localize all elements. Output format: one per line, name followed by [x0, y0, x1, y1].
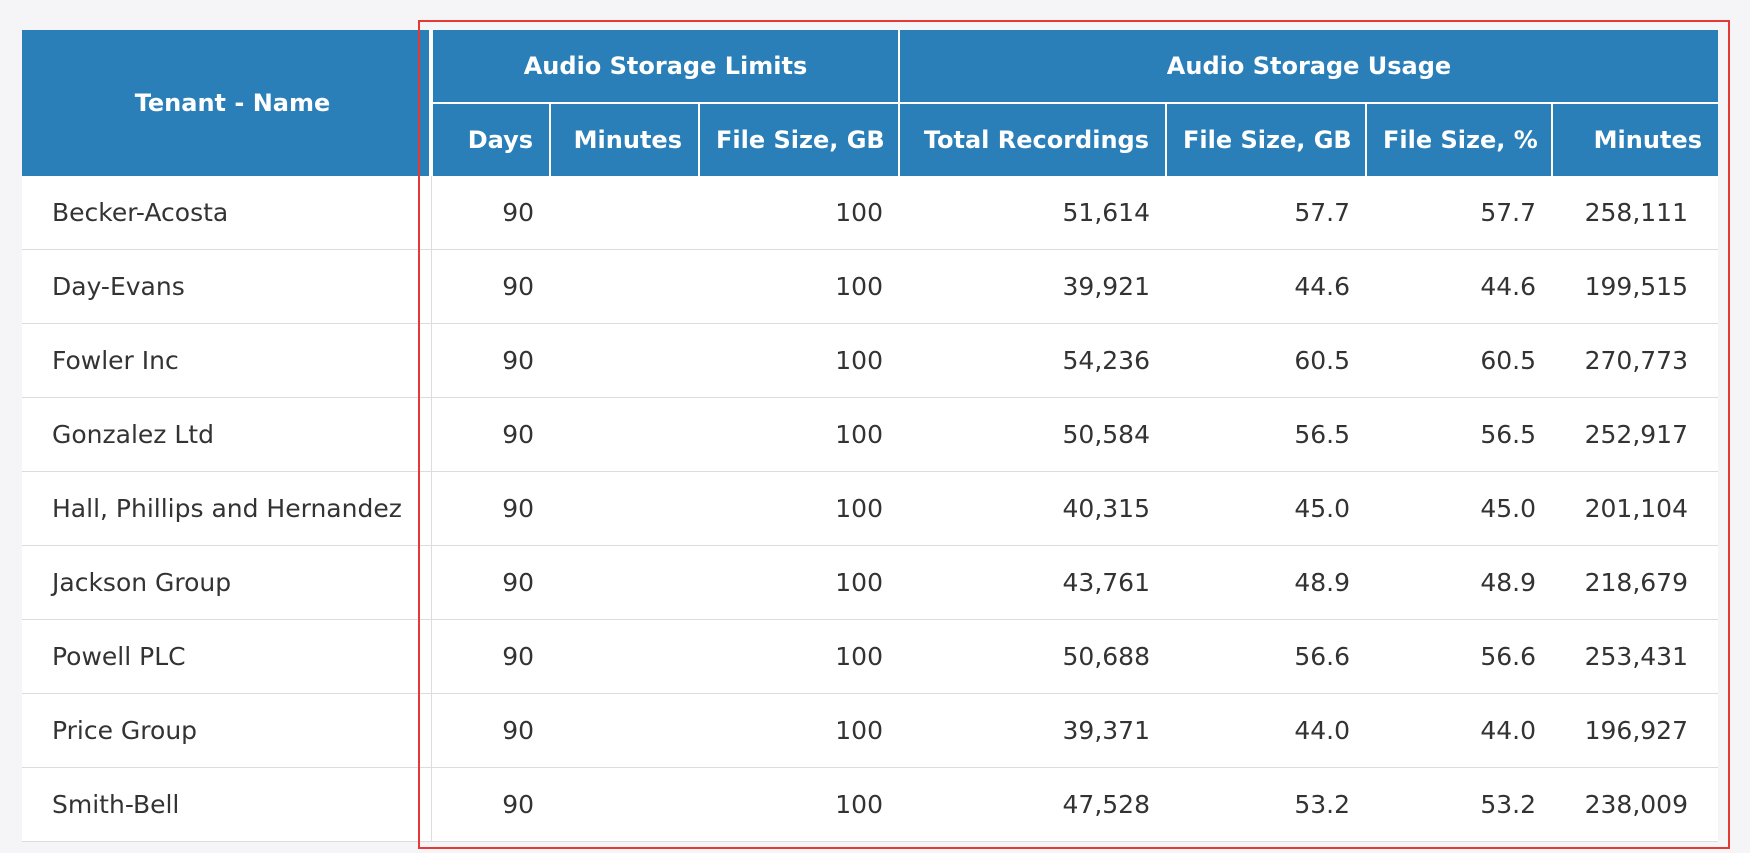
cell-file-size-limit: 100 — [699, 471, 899, 546]
cell-tenant-name: Becker-Acosta — [22, 176, 432, 250]
column-header-minutes-usage[interactable]: Minutes — [1551, 102, 1718, 176]
cell-file-size-gb: 44.6 — [1166, 249, 1366, 324]
cell-file-size-gb: 44.0 — [1166, 693, 1366, 768]
cell-file-size-percent: 57.7 — [1366, 176, 1552, 250]
column-header-file-size-percent[interactable]: File Size, % — [1365, 102, 1552, 176]
table-row[interactable]: Hall, Phillips and Hernandez 90 100 40,3… — [22, 471, 1718, 546]
column-header-days[interactable]: Days — [430, 102, 550, 176]
cell-minutes-limit — [550, 323, 699, 398]
cell-total-recordings: 51,614 — [899, 176, 1166, 250]
cell-file-size-limit: 100 — [699, 323, 899, 398]
cell-total-recordings: 50,584 — [899, 397, 1166, 472]
cell-file-size-percent: 44.0 — [1366, 693, 1552, 768]
table-row[interactable]: Powell PLC 90 100 50,688 56.6 56.6 253,4… — [22, 619, 1718, 694]
cell-file-size-percent: 44.6 — [1366, 249, 1552, 324]
cell-minutes-usage: 196,927 — [1552, 693, 1718, 768]
cell-minutes-usage: 270,773 — [1552, 323, 1718, 398]
table-body: Becker-Acosta 90 100 51,614 57.7 57.7 25… — [22, 176, 1718, 842]
cell-total-recordings: 50,688 — [899, 619, 1166, 694]
cell-minutes-usage: 238,009 — [1552, 767, 1718, 842]
cell-total-recordings: 54,236 — [899, 323, 1166, 398]
cell-file-size-limit: 100 — [699, 767, 899, 842]
table-row[interactable]: Fowler Inc 90 100 54,236 60.5 60.5 270,7… — [22, 323, 1718, 398]
table-row[interactable]: Becker-Acosta 90 100 51,614 57.7 57.7 25… — [22, 176, 1718, 250]
table-row[interactable]: Jackson Group 90 100 43,761 48.9 48.9 21… — [22, 545, 1718, 620]
column-header-file-size-gb-usage[interactable]: File Size, GB — [1165, 102, 1366, 176]
cell-file-size-gb: 53.2 — [1166, 767, 1366, 842]
cell-file-size-limit: 100 — [699, 397, 899, 472]
cell-minutes-usage: 199,515 — [1552, 249, 1718, 324]
cell-tenant-name: Hall, Phillips and Hernandez — [22, 471, 432, 546]
cell-minutes-limit — [550, 176, 699, 250]
cell-file-size-percent: 56.6 — [1366, 619, 1552, 694]
column-header-minutes-limit[interactable]: Minutes — [549, 102, 699, 176]
cell-file-size-gb: 56.6 — [1166, 619, 1366, 694]
cell-file-size-percent: 53.2 — [1366, 767, 1552, 842]
audio-storage-table-container: Tenant - Name Audio Storage Limits Audio… — [22, 30, 1718, 842]
cell-file-size-gb: 45.0 — [1166, 471, 1366, 546]
cell-days: 90 — [431, 397, 550, 472]
cell-tenant-name: Price Group — [22, 693, 432, 768]
cell-file-size-gb: 48.9 — [1166, 545, 1366, 620]
cell-file-size-percent: 45.0 — [1366, 471, 1552, 546]
cell-tenant-name: Day-Evans — [22, 249, 432, 324]
cell-days: 90 — [431, 323, 550, 398]
cell-tenant-name: Powell PLC — [22, 619, 432, 694]
header-group-audio-storage-usage: Audio Storage Usage — [898, 30, 1718, 103]
cell-minutes-limit — [550, 397, 699, 472]
cell-total-recordings: 47,528 — [899, 767, 1166, 842]
cell-file-size-gb: 57.7 — [1166, 176, 1366, 250]
cell-days: 90 — [431, 249, 550, 324]
table-row[interactable]: Smith-Bell 90 100 47,528 53.2 53.2 238,0… — [22, 767, 1718, 842]
cell-minutes-usage: 201,104 — [1552, 471, 1718, 546]
header-column-row: Days Minutes File Size, GB Total Recordi… — [22, 102, 1718, 176]
cell-days: 90 — [431, 471, 550, 546]
cell-days: 90 — [431, 693, 550, 768]
cell-file-size-limit: 100 — [699, 176, 899, 250]
table-row[interactable]: Price Group 90 100 39,371 44.0 44.0 196,… — [22, 693, 1718, 768]
cell-minutes-limit — [550, 249, 699, 324]
cell-minutes-limit — [550, 545, 699, 620]
cell-minutes-limit — [550, 693, 699, 768]
audio-storage-table: Tenant - Name Audio Storage Limits Audio… — [22, 30, 1718, 842]
cell-minutes-limit — [550, 619, 699, 694]
cell-total-recordings: 40,315 — [899, 471, 1166, 546]
cell-days: 90 — [431, 767, 550, 842]
cell-file-size-percent: 56.5 — [1366, 397, 1552, 472]
cell-minutes-usage: 252,917 — [1552, 397, 1718, 472]
table-row[interactable]: Day-Evans 90 100 39,921 44.6 44.6 199,51… — [22, 249, 1718, 324]
cell-total-recordings: 39,371 — [899, 693, 1166, 768]
column-header-tenant-name[interactable]: Tenant - Name — [22, 30, 433, 176]
column-header-total-recordings[interactable]: Total Recordings — [898, 102, 1166, 176]
cell-tenant-name: Smith-Bell — [22, 767, 432, 842]
cell-minutes-usage: 218,679 — [1552, 545, 1718, 620]
cell-minutes-usage: 258,111 — [1552, 176, 1718, 250]
cell-days: 90 — [431, 545, 550, 620]
header-group-row: Tenant - Name Audio Storage Limits Audio… — [22, 30, 1718, 176]
cell-file-size-limit: 100 — [699, 619, 899, 694]
cell-file-size-percent: 48.9 — [1366, 545, 1552, 620]
cell-tenant-name: Jackson Group — [22, 545, 432, 620]
table-header: Tenant - Name Audio Storage Limits Audio… — [22, 30, 1718, 176]
cell-tenant-name: Gonzalez Ltd — [22, 397, 432, 472]
header-group-audio-storage-limits: Audio Storage Limits — [430, 30, 899, 103]
cell-minutes-usage: 253,431 — [1552, 619, 1718, 694]
cell-file-size-gb: 56.5 — [1166, 397, 1366, 472]
cell-file-size-limit: 100 — [699, 249, 899, 324]
cell-days: 90 — [431, 619, 550, 694]
cell-minutes-limit — [550, 767, 699, 842]
column-header-file-size-gb-limit[interactable]: File Size, GB — [698, 102, 899, 176]
cell-file-size-limit: 100 — [699, 545, 899, 620]
cell-file-size-limit: 100 — [699, 693, 899, 768]
table-row[interactable]: Gonzalez Ltd 90 100 50,584 56.5 56.5 252… — [22, 397, 1718, 472]
cell-minutes-limit — [550, 471, 699, 546]
cell-file-size-percent: 60.5 — [1366, 323, 1552, 398]
cell-days: 90 — [431, 176, 550, 250]
cell-total-recordings: 39,921 — [899, 249, 1166, 324]
cell-total-recordings: 43,761 — [899, 545, 1166, 620]
cell-tenant-name: Fowler Inc — [22, 323, 432, 398]
cell-file-size-gb: 60.5 — [1166, 323, 1366, 398]
